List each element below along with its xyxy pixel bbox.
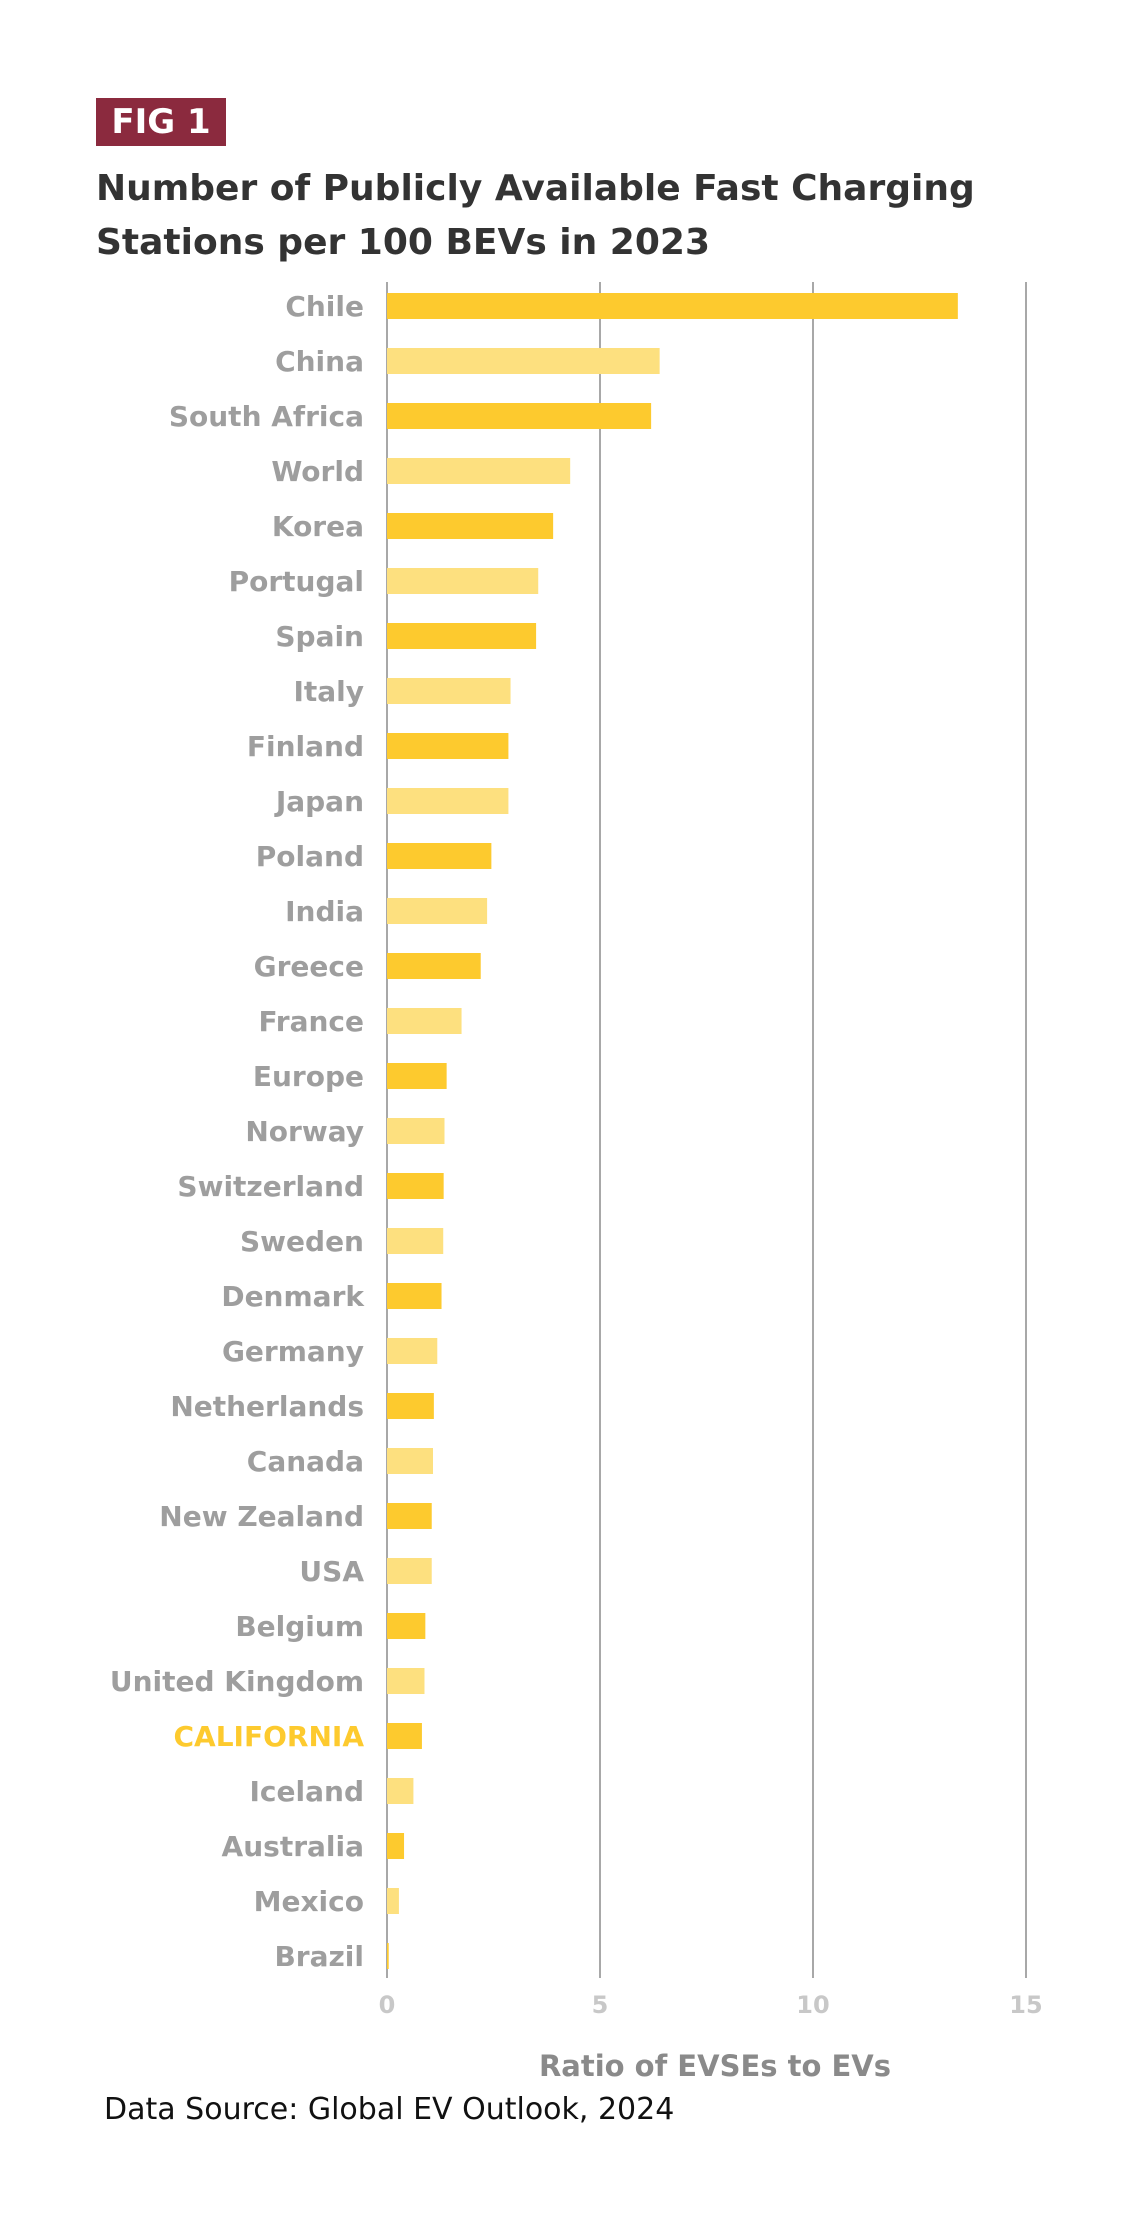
bar [387, 1778, 414, 1804]
bar [387, 568, 539, 594]
category-label: Mexico [254, 1885, 364, 1918]
category-label: Canada [247, 1445, 364, 1478]
x-axis-label: Ratio of EVSEs to EVs [539, 2049, 891, 2083]
bar [387, 1833, 405, 1859]
bar [387, 1283, 442, 1309]
category-label: Denmark [221, 1280, 365, 1313]
category-label: Italy [293, 675, 364, 708]
bar [387, 1063, 447, 1089]
category-label: World [271, 455, 364, 488]
category-label: India [285, 895, 364, 928]
category-label: South Africa [169, 400, 364, 433]
category-label: Germany [222, 1335, 364, 1368]
data-source: Data Source: Global EV Outlook, 2024 [104, 2092, 675, 2127]
category-label: Brazil [274, 1940, 364, 1973]
bar [387, 623, 537, 649]
bar [387, 403, 652, 429]
bar [387, 293, 958, 319]
category-label: CALIFORNIA [174, 1720, 365, 1753]
category-label: Japan [274, 785, 364, 818]
category-label: New Zealand [159, 1500, 364, 1533]
bar [387, 1503, 432, 1529]
category-label: Iceland [250, 1775, 364, 1808]
category-label: Finland [247, 730, 364, 763]
bar [387, 678, 511, 704]
bar [387, 788, 509, 814]
category-label: Switzerland [177, 1170, 364, 1203]
category-label: Australia [222, 1830, 364, 1863]
category-label: Belgium [235, 1610, 364, 1643]
bar [387, 1943, 389, 1969]
x-tick-label: 5 [592, 1991, 609, 2019]
bar [387, 843, 492, 869]
bar [387, 1448, 434, 1474]
category-label: Poland [256, 840, 364, 873]
figure-badge: FIG 1 [96, 98, 226, 146]
bar [387, 1008, 462, 1034]
bar [387, 1723, 422, 1749]
bar [387, 1888, 399, 1914]
category-label: United Kingdom [110, 1665, 364, 1698]
x-tick-label: 10 [796, 1991, 829, 2019]
category-label: Greece [254, 950, 364, 983]
category-label: Spain [275, 620, 364, 653]
x-tick-label: 15 [1009, 1991, 1042, 2019]
x-tick-label: 0 [379, 1991, 396, 2019]
bar [387, 1393, 434, 1419]
bar [387, 1613, 426, 1639]
chart-title: Number of Publicly Available Fast Chargi… [96, 168, 975, 263]
bar [387, 1118, 445, 1144]
bar [387, 1668, 425, 1694]
bar [387, 953, 481, 979]
category-label: Chile [285, 290, 364, 323]
category-label: Korea [272, 510, 364, 543]
category-label: Portugal [229, 565, 364, 598]
category-label: Europe [253, 1060, 364, 1093]
bar [387, 458, 571, 484]
bar [387, 1338, 438, 1364]
bar [387, 733, 509, 759]
bar [387, 1173, 444, 1199]
bar [387, 513, 554, 539]
category-label: China [275, 345, 364, 378]
bar [387, 348, 660, 374]
category-label: France [258, 1005, 364, 1038]
category-label: Netherlands [170, 1390, 364, 1423]
bar [387, 1558, 432, 1584]
category-label: Sweden [240, 1225, 364, 1258]
bar [387, 1228, 444, 1254]
category-label: USA [299, 1555, 364, 1588]
category-label: Norway [245, 1115, 364, 1148]
bar [387, 898, 488, 924]
